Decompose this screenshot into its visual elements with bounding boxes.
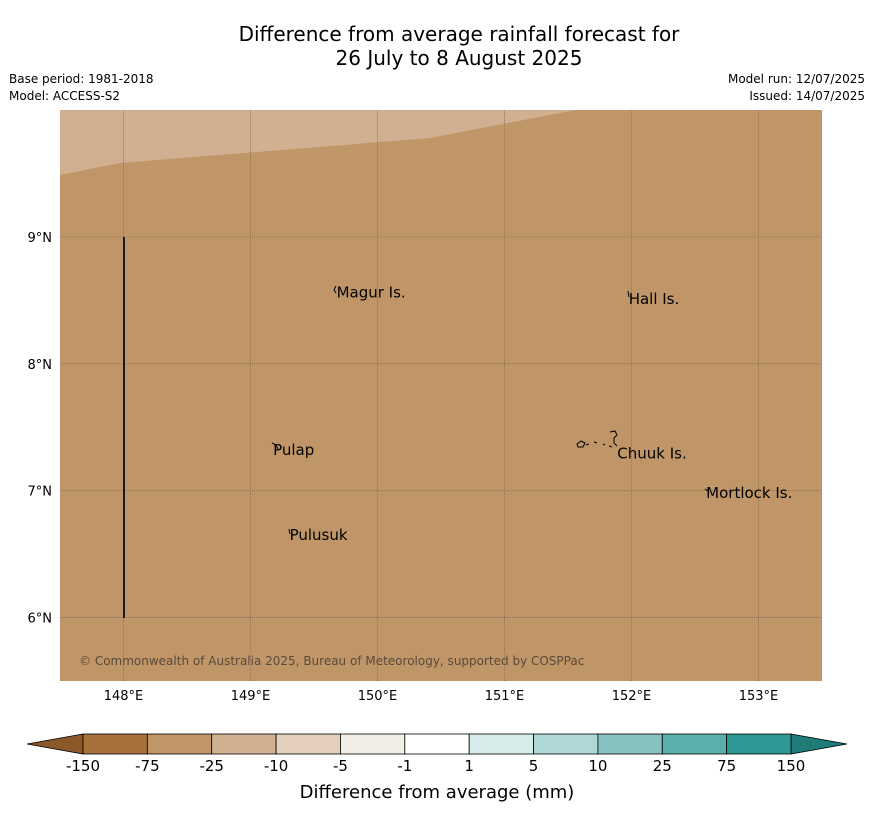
colorbar-segment <box>597 733 663 755</box>
colorbar-tick-label: -1 <box>397 757 412 775</box>
colorbar-tick-label: 1 <box>464 757 474 775</box>
longitude-tick-label: 149°E <box>231 689 271 704</box>
colorbar-tick-label: -25 <box>199 757 224 775</box>
longitude-tick-label: 151°E <box>485 689 525 704</box>
colorbar <box>26 733 848 755</box>
colorbar-tick-label: 150 <box>777 757 806 775</box>
colorbar-segment <box>726 733 792 755</box>
place-label: Pulusuk <box>290 526 348 544</box>
place-label: Chuuk Is. <box>617 445 686 463</box>
colorbar-segment <box>211 733 277 755</box>
island-outlines <box>271 285 709 535</box>
chuuk-island-shapes <box>576 430 618 448</box>
longitude-labels: 148°E 149°E 150°E 151°E 152°E 153°E <box>104 689 779 704</box>
colorbar-segment <box>661 733 728 755</box>
graticule <box>60 110 822 681</box>
place-label: Magur Is. <box>337 283 406 301</box>
colorbar-segment <box>468 733 534 755</box>
colorbar-tick-label: 5 <box>529 757 539 775</box>
colorbar-segment <box>533 733 599 755</box>
colorbar-tick-label: 75 <box>717 757 736 775</box>
magur-island-shape <box>333 285 337 294</box>
model-info: Base period: 1981-2018 Model: ACCESS-S2 <box>9 71 154 105</box>
issued-text: Issued: 14/07/2025 <box>749 89 865 103</box>
colorbar-segment <box>340 733 406 755</box>
latitude-tick-label: 8°N <box>28 358 53 373</box>
colorbar-low-extend <box>26 733 84 755</box>
model-text: Model: ACCESS-S2 <box>9 89 121 103</box>
colorbar-tick-label: -75 <box>135 757 160 775</box>
colorbar-tick-label: -5 <box>333 757 348 775</box>
longitude-tick-label: 152°E <box>612 689 652 704</box>
latitude-tick-label: 9°N <box>28 231 53 246</box>
map-area <box>60 110 822 681</box>
colorbar-segment <box>404 733 470 755</box>
place-label: Hall Is. <box>629 290 680 308</box>
latitude-labels: 9°N 8°N 7°N 6°N <box>28 231 53 627</box>
colorbar-tick-label: 25 <box>653 757 672 775</box>
copyright-text: © Commonwealth of Australia 2025, Bureau… <box>79 654 584 668</box>
latitude-tick-label: 6°N <box>28 612 53 627</box>
model-run-text: Model run: 12/07/2025 <box>727 72 865 86</box>
hall-island-shape <box>627 290 630 298</box>
pulusuk-island-shape <box>288 528 291 535</box>
pulap-island-shape <box>271 442 279 450</box>
run-info: Model run: 12/07/2025 Issued: 14/07/2025 <box>728 71 865 105</box>
longitude-tick-label: 150°E <box>358 689 398 704</box>
place-label: Mortlock Is. <box>706 484 792 502</box>
colorbar-tick-label: -10 <box>264 757 289 775</box>
place-labels: Magur Is. Hall Is. Pulap Chuuk Is. Mortlock … <box>273 283 792 543</box>
colorbar-tick-label: 10 <box>588 757 607 775</box>
colorbar-segment <box>146 733 213 755</box>
colorbar-labels: -150 -75 -25 -10 -5 -1 1 5 10 25 75 150 <box>66 757 805 775</box>
colorbar-segment <box>275 733 341 755</box>
map-title: Difference from average rainfall forecas… <box>0 22 873 70</box>
colorbar-high-extend <box>790 733 848 755</box>
mortlock-island-shape <box>704 488 709 492</box>
latitude-tick-label: 7°N <box>28 485 53 500</box>
colorbar-title: Difference from average (mm) <box>300 782 575 803</box>
colorbar-segment <box>82 733 148 755</box>
drier-region <box>60 110 575 175</box>
longitude-tick-label: 148°E <box>104 689 144 704</box>
title-line-1: Difference from average rainfall forecas… <box>238 22 680 46</box>
title-line-2: 26 July to 8 August 2025 <box>335 46 583 70</box>
base-period-text: Base period: 1981-2018 <box>9 72 154 86</box>
longitude-tick-label: 153°E <box>739 689 779 704</box>
place-label: Pulap <box>273 441 314 459</box>
colorbar-tick-label: -150 <box>66 757 100 775</box>
